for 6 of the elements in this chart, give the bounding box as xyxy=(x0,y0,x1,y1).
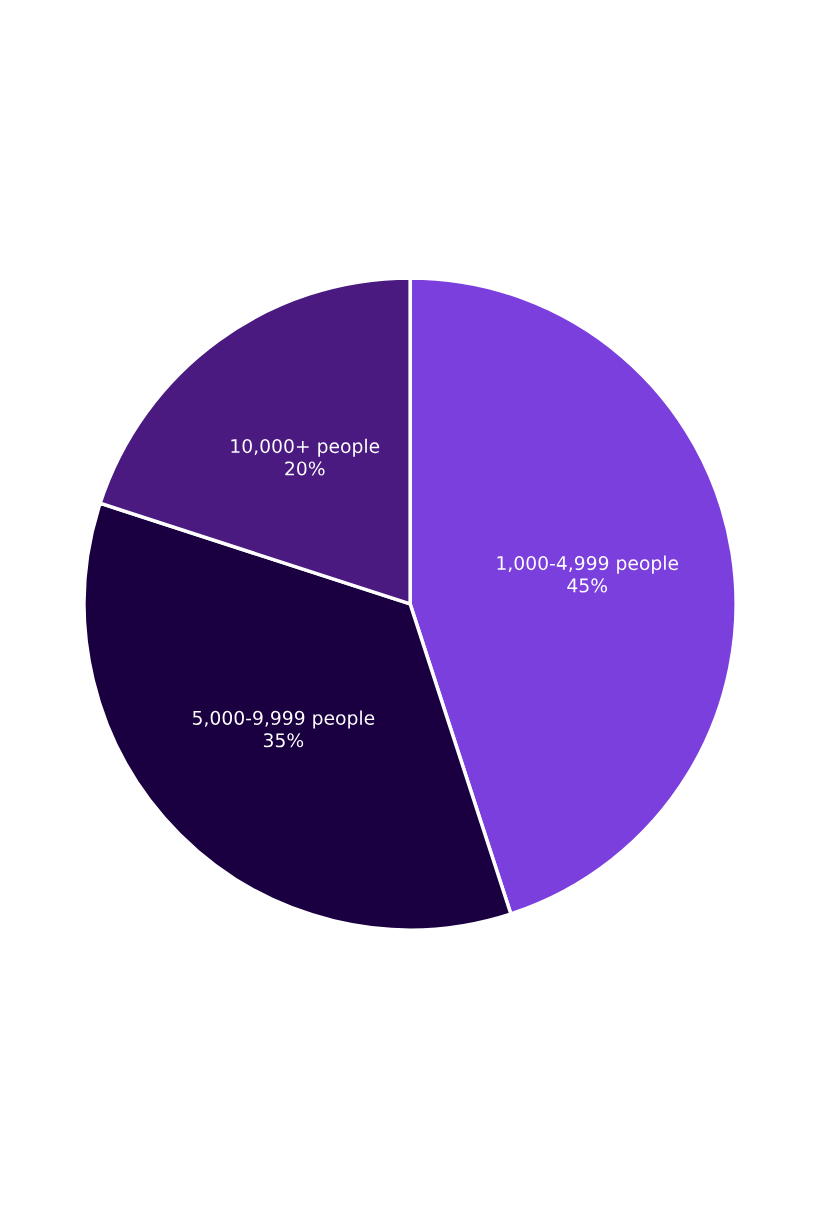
slice-label: 1,000-4,999 people xyxy=(497,555,679,574)
slice-label: 10,000+ people xyxy=(231,438,380,457)
slice-label: 5,000-9,999 people xyxy=(192,710,375,729)
data-label: 45% xyxy=(567,578,608,593)
data-label: 20% xyxy=(285,461,325,476)
data-label: 35% xyxy=(263,733,304,748)
